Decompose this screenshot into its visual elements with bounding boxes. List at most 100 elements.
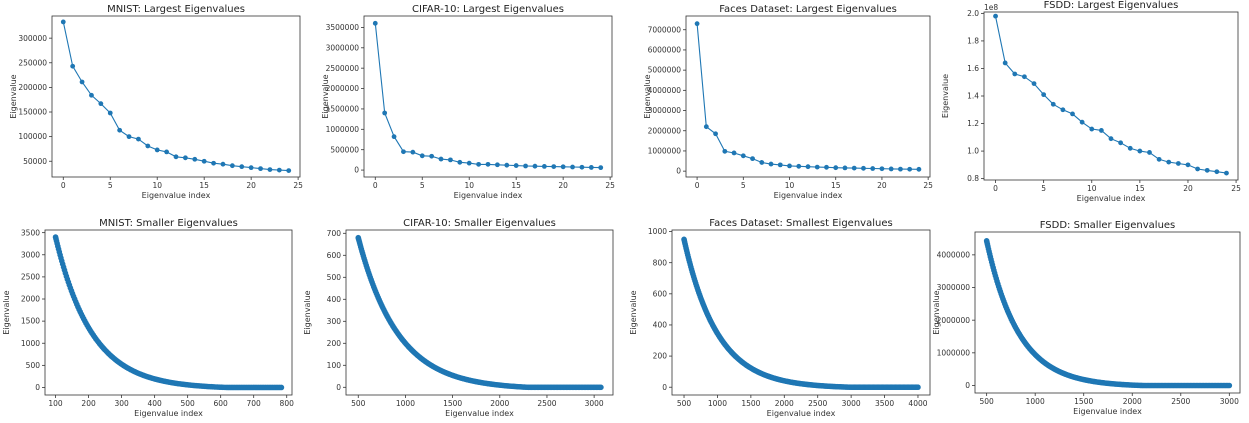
y-tick-label: 400: [653, 321, 668, 330]
data-point: [588, 165, 594, 170]
y-tick-label: 200000: [18, 83, 47, 92]
chart-title: Faces Dataset: Smallest Eigenvalues: [709, 218, 892, 229]
y-tick-label: 0: [676, 167, 681, 176]
data-point: [391, 134, 397, 140]
y-tick-label: 7000000: [648, 25, 682, 34]
y-tick-label: 800: [653, 258, 668, 267]
y-tick-label: 6000000: [648, 46, 682, 55]
data-point: [504, 162, 510, 168]
data-point: [768, 161, 774, 167]
x-axis-label: Eigenvalue index: [454, 191, 523, 200]
x-tick-label: 15: [831, 181, 841, 190]
y-tick-label: 600: [327, 251, 342, 260]
data-point: [703, 124, 709, 130]
data-point: [731, 150, 737, 156]
data-point: [154, 147, 160, 153]
y-tick-label: 700: [327, 229, 342, 238]
chart-title: Faces Dataset: Largest Eigenvalues: [719, 4, 897, 15]
plot-frame: [671, 229, 931, 396]
y-tick-label: 1.8: [967, 37, 979, 46]
x-axis-label: Eigenvalue index: [134, 409, 203, 418]
data-point: [870, 166, 876, 171]
y-tick-label: 500: [327, 273, 342, 282]
y-tick-label: 500000: [330, 145, 359, 154]
data-point: [1012, 71, 1018, 77]
x-tick-label: 10: [785, 181, 795, 190]
data-point: [598, 165, 604, 171]
y-tick-label: 5000000: [648, 66, 682, 75]
data-point: [1060, 107, 1066, 113]
data-point: [182, 155, 188, 161]
plot-frame: [685, 15, 931, 178]
data-point: [916, 166, 922, 172]
y-tick-label: 1500000: [326, 105, 360, 114]
x-tick-label: 0: [993, 184, 998, 193]
y-axis-label: Eigenvalue: [2, 290, 11, 334]
data-point: [401, 149, 406, 155]
data-point: [457, 159, 463, 165]
x-tick-label: 3500: [875, 399, 894, 408]
data-point: [796, 163, 802, 169]
x-tick-label: 25: [923, 181, 933, 190]
y-axis-label: Eigenvalue: [321, 74, 330, 118]
data-point: [861, 165, 866, 171]
data-point: [117, 127, 123, 133]
data-point: [278, 384, 285, 391]
x-tick-label: 10: [152, 181, 162, 190]
data-point: [164, 149, 170, 155]
data-point: [229, 163, 235, 169]
data-point: [485, 161, 491, 167]
y-axis-label: Eigenvalue: [629, 290, 638, 334]
y-tick-label: 4000000: [937, 250, 971, 259]
data-point: [211, 160, 216, 166]
data-point: [1204, 167, 1210, 173]
y-tick-label: 1000: [648, 227, 667, 236]
y-tick-label: 0: [965, 381, 970, 390]
y-tick-label: 2000000: [648, 126, 682, 135]
data-point: [448, 157, 453, 163]
data-point: [1031, 81, 1037, 87]
y-tick-label: 2000000: [326, 84, 360, 93]
data-point: [239, 164, 245, 170]
data-point: [993, 13, 998, 19]
y-tick-label: 3000000: [326, 43, 360, 52]
data-point: [551, 164, 557, 170]
chart-5: MNIST: Smaller Eigenvalues 100 200 300 400 50…: [2, 218, 294, 418]
plot-frame: [974, 231, 1241, 394]
x-tick-label: 200: [81, 399, 96, 408]
data-point: [814, 164, 820, 170]
y-tick-label: 500: [26, 361, 41, 370]
x-tick-label: 2000: [490, 399, 509, 408]
data-point: [915, 384, 921, 391]
data-point: [494, 162, 500, 168]
data-point: [1147, 150, 1152, 155]
chart-4: FSDD: Largest Eigenvalues 0 5 10 15 20 25 0.8 1.…: [941, 0, 1241, 203]
data-point: [248, 165, 254, 171]
data-point: [1022, 74, 1027, 80]
data-point: [107, 110, 113, 116]
data-point: [907, 166, 913, 172]
data-point: [1166, 159, 1172, 165]
y-tick-label: 1.0: [967, 147, 979, 156]
plot-frame: [363, 15, 613, 178]
data-point: [1079, 119, 1085, 125]
chart-title: MNIST: Smaller Eigenvalues: [99, 218, 238, 229]
x-tick-label: 2500: [1171, 397, 1190, 406]
x-axis-label: Eigenvalue index: [1077, 194, 1146, 203]
y-tick-label: 300000: [18, 34, 47, 43]
data-point: [438, 156, 444, 162]
x-tick-label: 3000: [585, 399, 604, 408]
y-tick-label: 3000: [21, 250, 40, 259]
y-axis-label: Eigenvalue: [643, 74, 652, 118]
x-tick-label: 2500: [537, 399, 556, 408]
data-point: [824, 164, 829, 170]
data-point: [740, 153, 746, 159]
y-axis-multiplier: 1e8: [984, 3, 998, 12]
data-point: [173, 154, 179, 160]
y-tick-label: 250000: [18, 58, 47, 67]
chart-7: Faces Dataset: Smallest Eigenvalues 500 10…: [629, 218, 931, 418]
data-point: [429, 153, 435, 159]
chart-8: FSDD: Smaller Eigenvalues 500 1000 1500 2000…: [932, 220, 1241, 416]
